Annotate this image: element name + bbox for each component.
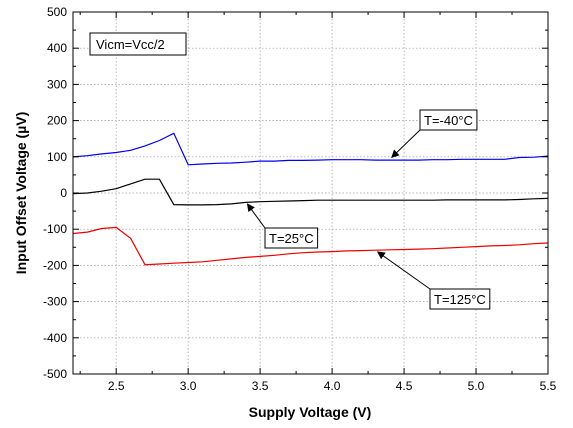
series-lines (72, 132, 549, 266)
x-tick-label: 3.5 (252, 379, 269, 393)
annotation-2: T=125°C (376, 251, 491, 310)
annotation-arrow (376, 251, 431, 290)
x-tick-label: 2.5 (108, 379, 125, 393)
y-tick-label: 400 (47, 41, 67, 55)
y-tick-label: -200 (43, 258, 67, 272)
condition-label: Vicm=Vcc/2 (96, 37, 165, 52)
y-tick-label: -100 (43, 222, 67, 236)
annotation-arrow (246, 203, 266, 229)
y-axis-title: Input Offset Voltage (µV) (13, 112, 29, 275)
annotation-0: T=-40°C (391, 109, 478, 158)
annotation-1: T=25°C (246, 203, 319, 249)
series-line-1 (72, 178, 549, 206)
axis-ticks: 2.5 3.0 3.5 4.0 4.5 5.0 5.5 -500 -400 -300 -200 -10… (43, 5, 557, 393)
y-tick-label: 500 (47, 5, 67, 19)
x-tick-label: 3.0 (180, 379, 197, 393)
y-tick-label: 100 (47, 150, 67, 164)
y-tick-label: 0 (60, 186, 67, 200)
x-tick-label: 5.5 (540, 379, 557, 393)
y-tick-label: 200 (47, 114, 67, 128)
x-axis-title: Supply Voltage (V) (249, 404, 372, 420)
annotation-box (264, 227, 319, 249)
y-tick-label: -300 (43, 295, 67, 309)
series-line-2 (72, 226, 549, 266)
x-tick-label: 5.0 (468, 379, 485, 393)
y-tick-label: 300 (47, 77, 67, 91)
y-tick-label: -400 (43, 331, 67, 345)
y-tick-label: -500 (43, 367, 67, 381)
annotations: T=-40°C T=25°C T=125°C (246, 109, 491, 310)
condition-box: Vicm=Vcc/2 (89, 32, 187, 56)
annotation-arrow (391, 129, 421, 158)
x-tick-label: 4.0 (324, 379, 341, 393)
x-tick-label: 4.5 (396, 379, 413, 393)
annotation-label: T=25°C (269, 231, 314, 246)
annotation-label: T=-40°C (424, 113, 473, 128)
annotation-box (419, 109, 478, 131)
annotation-label: T=125°C (434, 292, 486, 307)
annotation-box (429, 288, 491, 310)
grid (73, 12, 549, 374)
series-line-0 (72, 132, 549, 166)
